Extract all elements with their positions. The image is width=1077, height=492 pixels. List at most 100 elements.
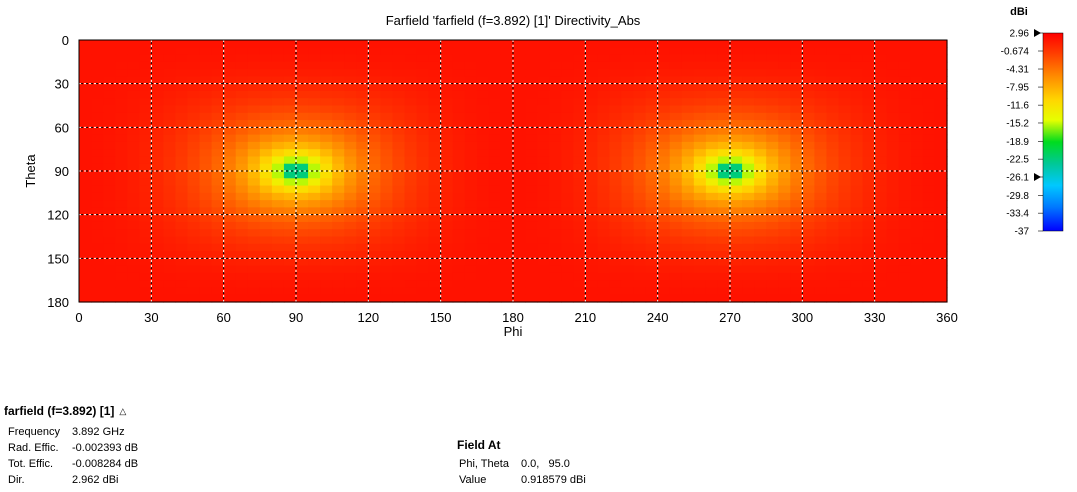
heatmap-cell xyxy=(898,47,912,56)
heatmap-cell xyxy=(597,83,611,92)
heatmap-cell xyxy=(573,221,586,230)
heatmap-cell xyxy=(922,207,936,216)
heatmap-cell xyxy=(452,83,466,92)
heatmap-cell xyxy=(874,40,888,48)
info-value: 2.962 dBi xyxy=(72,474,119,486)
heatmap-cell xyxy=(223,214,237,223)
heatmap-cell xyxy=(368,149,381,158)
heatmap-cell xyxy=(910,120,924,128)
heatmap-cell xyxy=(320,214,333,223)
heatmap-cell xyxy=(525,61,538,70)
heatmap-cell xyxy=(525,83,538,92)
heatmap-cell xyxy=(766,200,779,208)
heatmap-cell xyxy=(525,120,538,128)
heatmap-cell xyxy=(778,192,791,201)
heatmap-cell xyxy=(669,47,683,56)
colorbar-marker-icon[interactable] xyxy=(1034,29,1041,37)
heatmap-cell xyxy=(597,214,611,223)
heatmap-cell xyxy=(537,112,550,121)
heatmap-cell xyxy=(537,272,550,281)
y-tick-label: 0 xyxy=(62,33,69,48)
heatmap-cell xyxy=(380,272,394,281)
heatmap-cell xyxy=(235,112,249,121)
heatmap-cell xyxy=(368,258,381,267)
heatmap-cell xyxy=(416,156,430,165)
heatmap-cell xyxy=(223,265,237,274)
heatmap-cell xyxy=(283,251,297,259)
heatmap-cell xyxy=(199,243,213,252)
heatmap-cell xyxy=(681,265,695,274)
heatmap-cell xyxy=(464,120,478,128)
heatmap-cell xyxy=(332,251,345,259)
heatmap-cell xyxy=(922,90,936,99)
heatmap-cell xyxy=(898,105,912,114)
heatmap-cell xyxy=(452,76,466,85)
heatmap-cell xyxy=(561,287,574,296)
heatmap-cell xyxy=(91,112,104,121)
heatmap-cell xyxy=(742,171,755,179)
heatmap-cell xyxy=(296,229,309,238)
heatmap-cell xyxy=(187,163,201,172)
heatmap-cell xyxy=(380,127,394,136)
heatmap-cell xyxy=(513,229,526,238)
heatmap-cell xyxy=(320,251,333,259)
colorbar-marker-icon[interactable] xyxy=(1034,172,1041,181)
heatmap-cell xyxy=(127,265,140,274)
heatmap-cell xyxy=(476,251,490,259)
heatmap-cell xyxy=(247,192,261,201)
heatmap-cell xyxy=(717,207,731,216)
heatmap-cell xyxy=(247,280,261,289)
heatmap-cell xyxy=(850,163,864,172)
heatmap-cell xyxy=(416,149,430,158)
heatmap-cell xyxy=(693,90,707,99)
heatmap-cell xyxy=(380,280,394,289)
colorbar-markers[interactable] xyxy=(1034,29,1041,181)
heatmap-cell xyxy=(235,69,249,77)
heatmap-cell xyxy=(440,134,454,143)
heatmap-cell xyxy=(886,185,900,194)
heatmap-cell xyxy=(440,76,454,85)
chevron-up-icon[interactable]: △ xyxy=(119,405,127,416)
heatmap-cell xyxy=(223,200,237,208)
heatmap-cell xyxy=(163,83,177,92)
heatmap-cell xyxy=(886,272,900,281)
heatmap-cell xyxy=(669,265,683,274)
heatmap-cell xyxy=(416,287,430,296)
heatmap-cell xyxy=(368,229,381,238)
heatmap-cell xyxy=(332,236,345,245)
heatmap-cell xyxy=(271,192,285,201)
heatmap-cell xyxy=(356,214,369,223)
heatmap-cell xyxy=(127,251,140,259)
heatmap-cell xyxy=(103,54,116,63)
heatmap-cell xyxy=(79,265,92,274)
heatmap-cell xyxy=(452,171,466,179)
heatmap-cell xyxy=(356,185,369,194)
heatmap-cell xyxy=(669,258,683,267)
heatmap-cell xyxy=(922,258,936,267)
heatmap-cell xyxy=(175,134,189,143)
heatmap-cell xyxy=(573,69,586,77)
heatmap-cell xyxy=(368,251,381,259)
heatmap-cell xyxy=(115,163,128,172)
colorbar-tick-label: -26.1 xyxy=(1006,172,1029,183)
heatmap-cell xyxy=(826,214,840,223)
heatmap-cell xyxy=(573,61,586,70)
heatmap-cell xyxy=(199,120,213,128)
heatmap-cell xyxy=(428,127,442,136)
heatmap-cell xyxy=(488,163,502,172)
heatmap-cell xyxy=(585,258,598,267)
heatmap-cell xyxy=(127,127,140,136)
heatmap-cell xyxy=(549,258,562,267)
heatmap-cell xyxy=(778,185,791,194)
heatmap-cell xyxy=(199,61,213,70)
heatmap-cell xyxy=(525,265,538,274)
heatmap-cell xyxy=(320,149,333,158)
heatmap-cell xyxy=(428,112,442,121)
heatmap-cell xyxy=(886,280,900,289)
heatmap-cell xyxy=(910,221,924,230)
heatmap-cell xyxy=(151,83,164,92)
heatmap-cell xyxy=(440,221,454,230)
heatmap-cell xyxy=(838,185,852,194)
heatmap-cell xyxy=(440,185,454,194)
heatmap-cell xyxy=(115,69,128,77)
